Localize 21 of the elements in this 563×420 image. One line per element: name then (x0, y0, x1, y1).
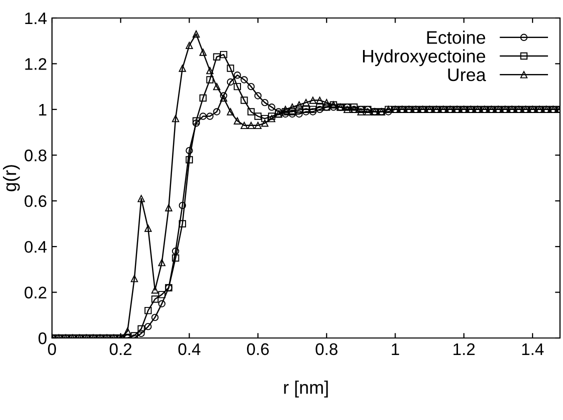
y-tick-label: 1.2 (25, 58, 46, 70)
x-tick-label: 1.4 (522, 343, 544, 355)
x-tick-label: 0.2 (110, 343, 132, 356)
y-tick-label: 1 (39, 104, 46, 116)
y-tick-label: 0.6 (24, 195, 46, 208)
x-tick-label: 0.6 (247, 343, 269, 356)
legend-label: Hydroxyectoine (363, 49, 486, 66)
y-tick-label: 0 (38, 332, 46, 344)
x-tick-label: 1.2 (454, 343, 475, 355)
x-tick-label: 0 (48, 343, 56, 356)
y-tick-label: 0.2 (24, 286, 46, 298)
x-axis-title: r [nm] (284, 380, 328, 398)
x-tick-label: 0.4 (178, 343, 200, 356)
y-tick-label: 1.4 (25, 12, 47, 24)
y-tick-label: 0.4 (24, 240, 47, 253)
x-tick-label: 0.8 (316, 343, 338, 356)
legend-label: Ectoine (427, 30, 486, 44)
y-tick-label: 0.8 (24, 150, 46, 162)
x-tick-label: 1 (392, 343, 400, 355)
y-axis-title: g(r) (2, 165, 20, 192)
legend-label: Urea (448, 68, 486, 82)
